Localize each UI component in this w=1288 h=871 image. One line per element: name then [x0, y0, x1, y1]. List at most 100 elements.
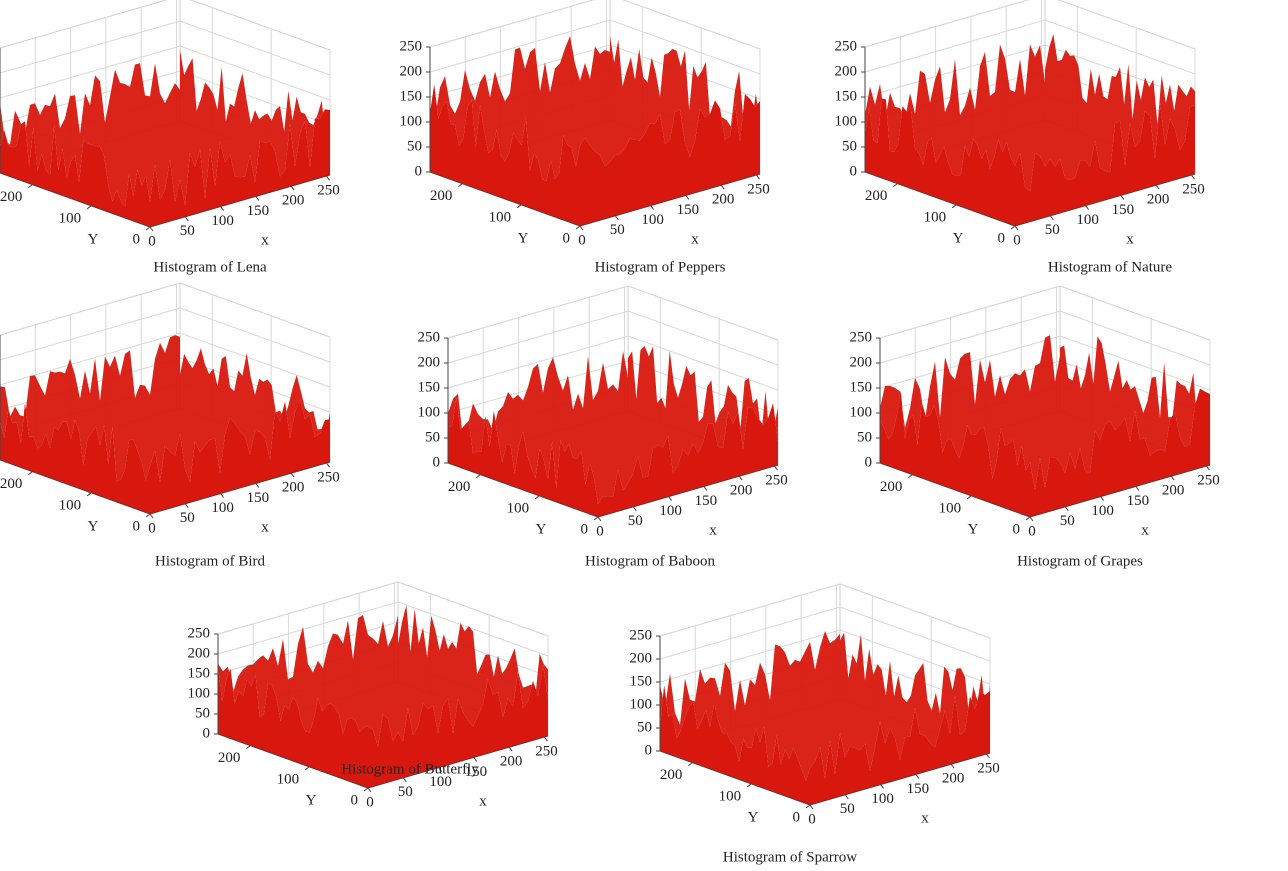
- z-tick-label: 100: [630, 696, 653, 712]
- z-tick-label: 0: [865, 454, 873, 470]
- z-grid-line: [0, 307, 331, 363]
- x-tick: [1155, 184, 1160, 190]
- x-tick: [402, 777, 407, 783]
- x-axis-label: x: [261, 232, 269, 248]
- z-tick-label: 150: [850, 379, 873, 395]
- x-tick: [220, 493, 224, 498]
- x-tick-label: 0: [148, 233, 156, 249]
- y-tick: [246, 745, 251, 750]
- y-tick-label: 200: [880, 479, 903, 495]
- x-axis-label: x: [261, 519, 269, 535]
- y-tick: [805, 804, 811, 809]
- z-tick-label: 150: [630, 673, 653, 689]
- surface-top: [218, 605, 548, 747]
- z-grid-line: [217, 581, 549, 637]
- z-tick-label: 150: [400, 88, 423, 104]
- x-tick: [1135, 486, 1140, 491]
- y-tick-label: 200: [218, 750, 241, 766]
- y-tick-label: 0: [133, 518, 141, 534]
- x-tick: [367, 787, 372, 793]
- y-axis: [879, 462, 1031, 518]
- x-axis-label: x: [1126, 231, 1134, 247]
- y-tick-label: 0: [563, 230, 571, 246]
- y-tick: [363, 787, 369, 792]
- x-tick-label: 150: [907, 781, 930, 797]
- x-tick-label: 200: [282, 480, 305, 496]
- z-grid-line: [0, 332, 331, 388]
- x-tick: [915, 774, 920, 779]
- caption: Histogram of Lena: [153, 259, 267, 275]
- x-tick: [1049, 215, 1054, 221]
- z-grid-line: [217, 601, 549, 657]
- x-tick: [290, 472, 295, 478]
- y-tick-label: 100: [489, 209, 512, 225]
- x-tick-label: 0: [596, 523, 604, 539]
- x-tick-label: 100: [429, 774, 452, 790]
- z-tick-label: 200: [630, 650, 653, 666]
- z-tick-label: 250: [188, 625, 211, 641]
- x-tick: [508, 746, 513, 752]
- caption: Histogram of Grapes: [1017, 553, 1143, 569]
- y-tick: [145, 513, 151, 518]
- x-tick: [220, 206, 224, 211]
- caption: Histogram of Baboon: [585, 553, 715, 569]
- surface-top: [660, 630, 990, 781]
- y-tick: [908, 474, 913, 479]
- z-tick-label: 200: [418, 354, 441, 370]
- y-tick: [966, 495, 972, 500]
- x-tick: [184, 216, 189, 222]
- z-tick-label: 50: [425, 429, 440, 445]
- caption: Histogram of Butterfly: [341, 761, 479, 777]
- y-tick-label: 0: [998, 230, 1006, 246]
- y-tick: [516, 204, 522, 209]
- z-tick-label: 0: [203, 725, 211, 741]
- z-grid-line: [879, 335, 1211, 391]
- x-axis: [149, 461, 331, 515]
- x-tick-label: 100: [211, 500, 234, 516]
- z-tick-label: 100: [850, 404, 873, 420]
- x-tick-label: 100: [1076, 212, 1099, 228]
- x-tick-label: 150: [695, 493, 718, 509]
- y-tick: [1010, 225, 1016, 230]
- y-tick: [893, 183, 898, 188]
- x-tick-label: 0: [366, 794, 374, 810]
- x-tick: [149, 226, 154, 232]
- y-axis-label: Y: [306, 792, 317, 808]
- x-tick: [738, 475, 743, 481]
- y-tick: [1025, 516, 1031, 521]
- x-tick: [1100, 496, 1104, 501]
- y-axis-label: Y: [518, 230, 529, 246]
- x-tick: [473, 757, 478, 762]
- x-tick-label: 100: [641, 212, 664, 228]
- surface-front: [448, 398, 778, 517]
- x-tick-label: 200: [1147, 192, 1170, 208]
- z-grid-line: [659, 583, 991, 639]
- z-grid-line: [879, 285, 1211, 341]
- y-tick-label: 100: [924, 209, 947, 225]
- x-tick: [774, 465, 778, 471]
- y-tick-label: 200: [448, 479, 471, 495]
- x-tick-label: 50: [1060, 513, 1075, 529]
- z-tick-label: 100: [400, 113, 423, 129]
- z-tick-label: 50: [857, 429, 872, 445]
- x-tick: [650, 205, 654, 210]
- x-axis-label: x: [921, 810, 929, 826]
- x-tick-label: 50: [1045, 222, 1060, 238]
- x-tick: [668, 496, 672, 501]
- z-tick-label: 250: [630, 627, 653, 643]
- y-tick: [746, 783, 752, 788]
- x-tick: [1191, 174, 1195, 180]
- x-tick: [950, 763, 955, 769]
- y-tick-label: 100: [59, 210, 82, 226]
- surface-front: [880, 388, 1210, 517]
- x-tick-label: 0: [578, 232, 586, 248]
- y-tick-label: 200: [660, 767, 683, 783]
- y-tick: [86, 205, 92, 210]
- x-tick: [720, 184, 725, 190]
- y-axis: [0, 172, 151, 228]
- y-tick-label: 100: [277, 771, 300, 787]
- surface-top: [430, 36, 760, 181]
- x-tick-label: 250: [1182, 181, 1205, 197]
- x-tick-label: 100: [871, 791, 894, 807]
